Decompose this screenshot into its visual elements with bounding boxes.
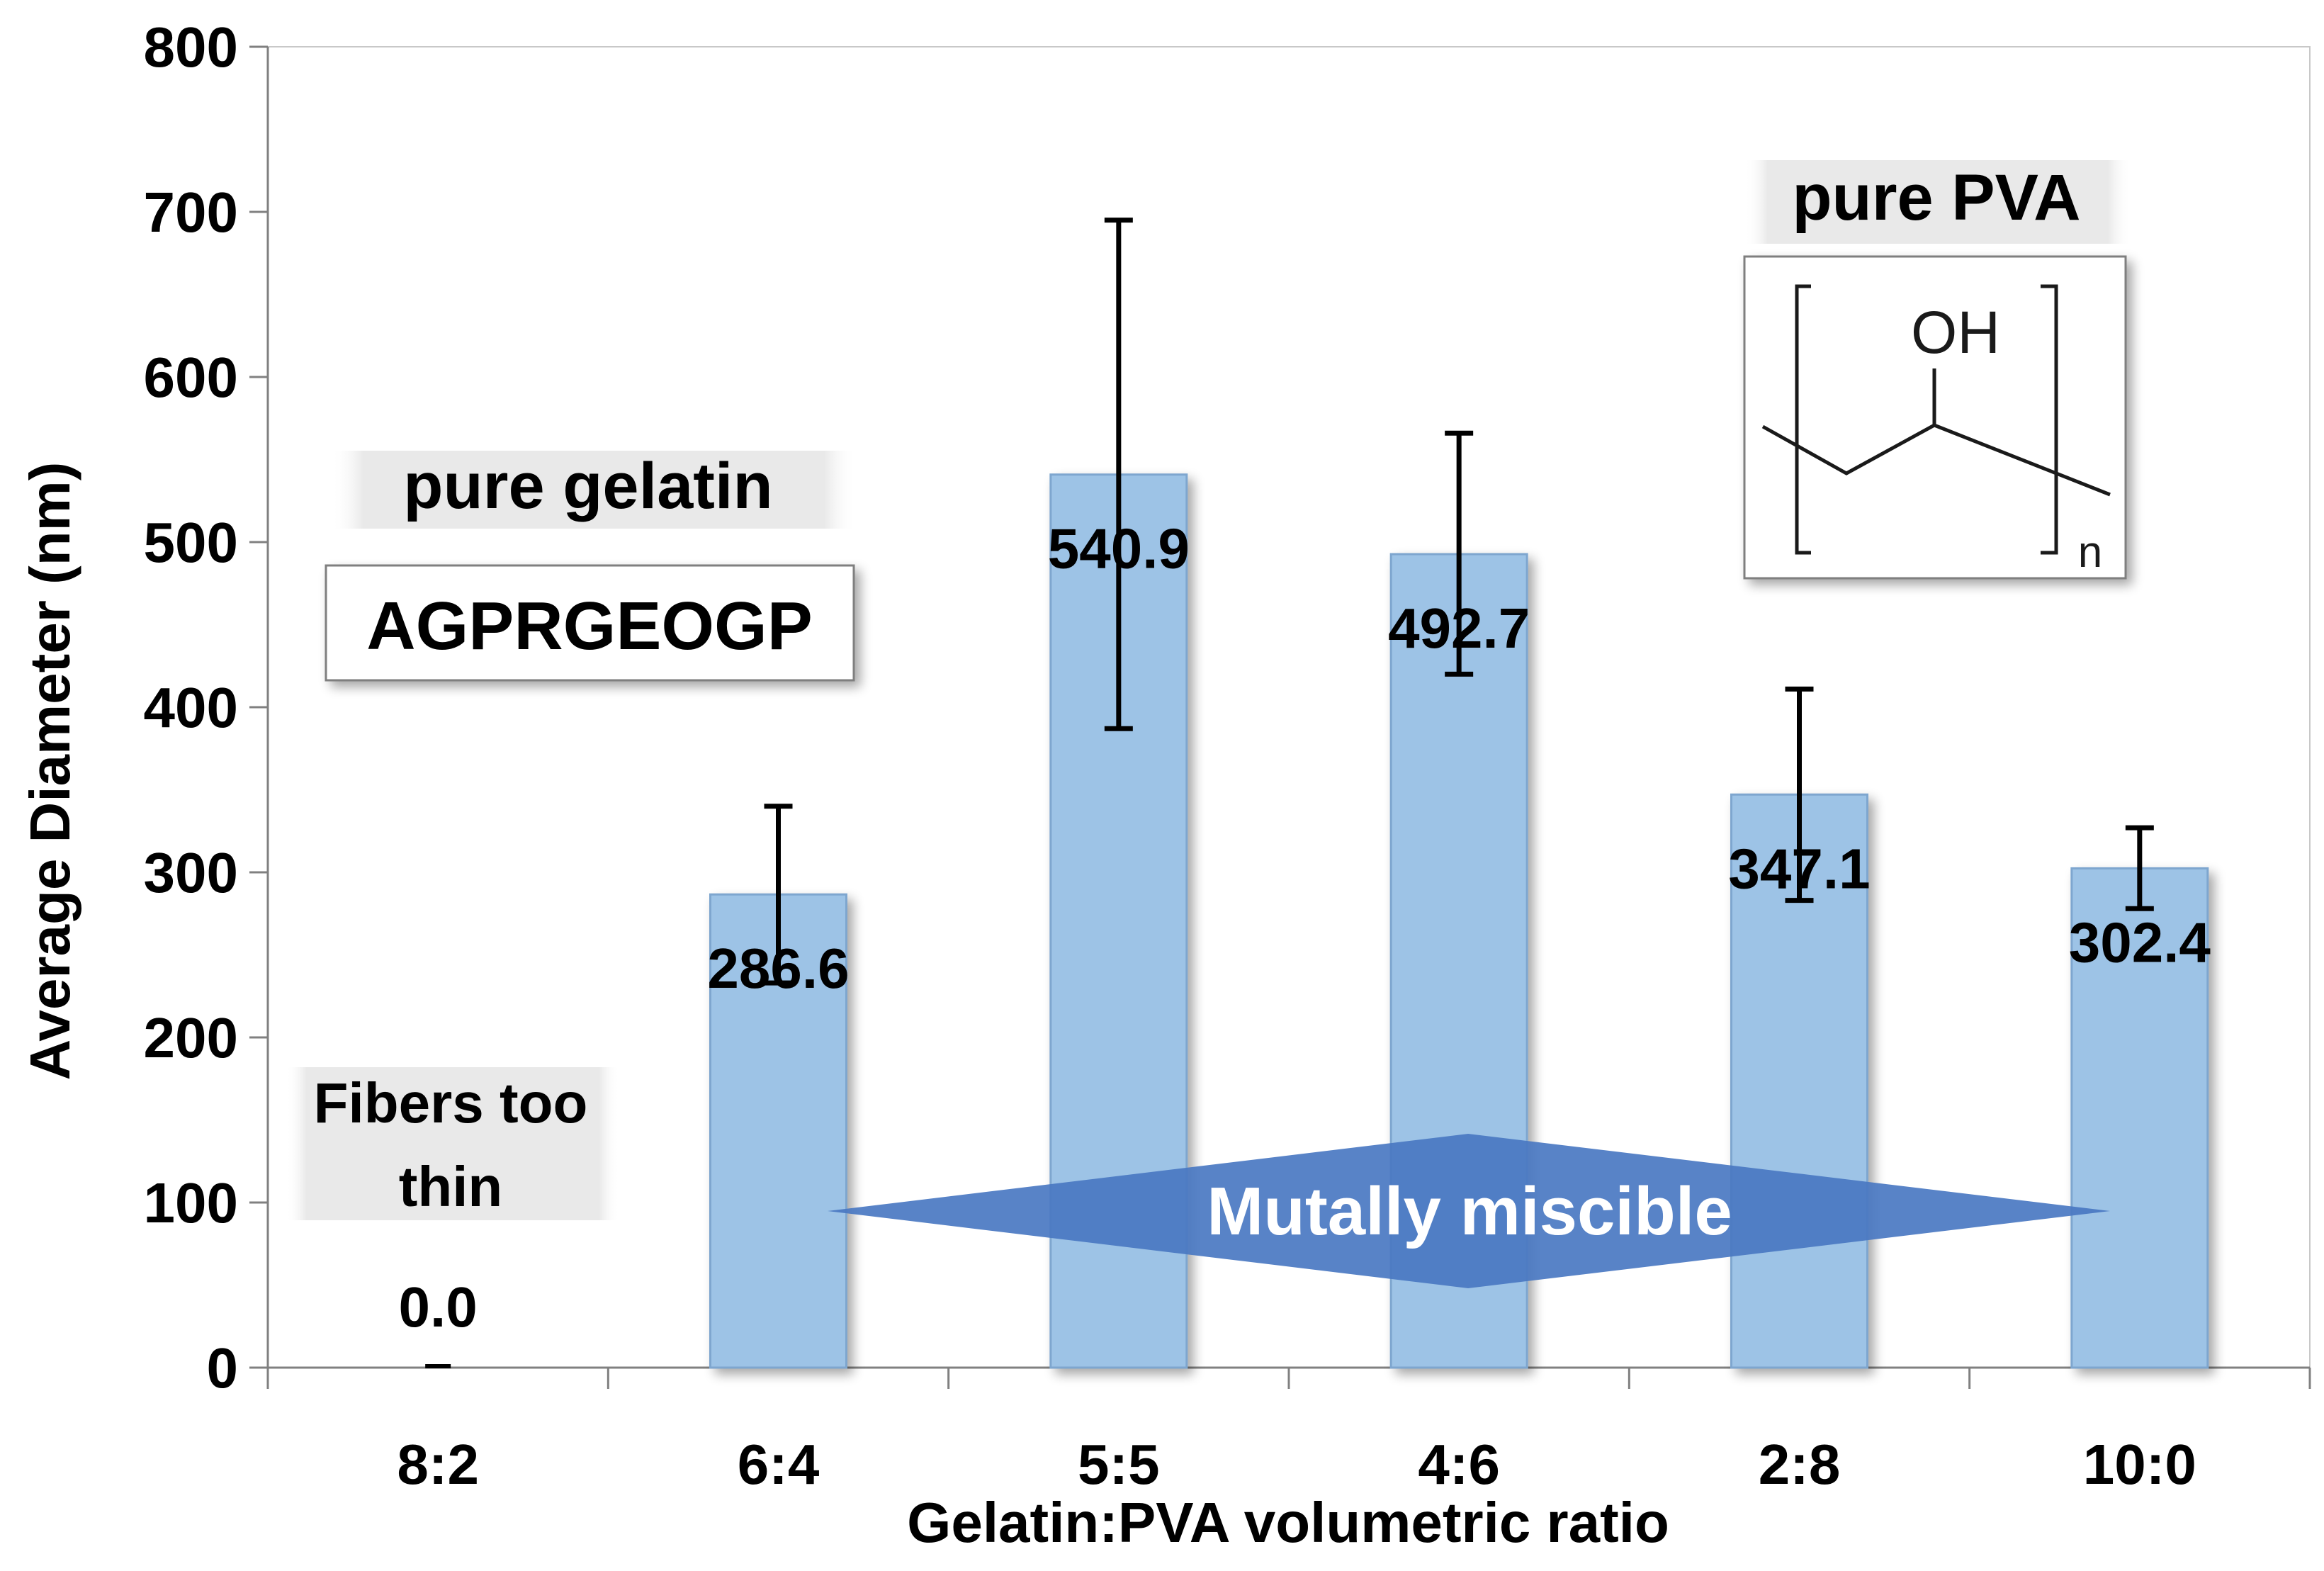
fibers-too-thin-annotation: Fibers too thin — [286, 1067, 619, 1220]
miscible-arrow: Mutally miscible — [828, 1134, 2110, 1288]
x-tick-label: 5:5 — [1078, 1433, 1160, 1496]
x-tick-label: 4:6 — [1418, 1433, 1500, 1496]
x-tick-label: 6:4 — [738, 1433, 820, 1496]
value-label: 492.7 — [1388, 597, 1530, 660]
sequence-box — [325, 564, 855, 682]
fibers-label-line1: Fibers too — [314, 1071, 588, 1134]
y-tick-label: 300 — [144, 841, 238, 904]
y-tick-label: 0 — [207, 1336, 239, 1400]
value-label: 286.6 — [707, 937, 849, 1000]
y-tick-label: 500 — [144, 511, 238, 574]
y-tick-label: 800 — [144, 16, 238, 79]
sequence-text: AGPRGEOGP — [366, 588, 812, 664]
miscible-label: Mutally miscible — [1207, 1173, 1732, 1249]
pure-pva-annotation: pure PVA — [1744, 160, 2131, 244]
pure-pva-label: pure PVA — [1792, 162, 2080, 234]
x-tick-label: 8:2 — [397, 1433, 479, 1496]
y-axis: 0 100 200 300 400 500 600 700 800 — [144, 16, 269, 1400]
y-tick-label: 200 — [144, 1006, 238, 1069]
y-tick-label: 100 — [144, 1171, 238, 1234]
y-tick-label: 700 — [144, 181, 238, 244]
x-axis-title: Gelatin:PVA volumetric ratio — [907, 1491, 1669, 1554]
pva-n-label: n — [2078, 528, 2102, 577]
x-axis: 8:2 6:4 5:5 4:6 2:8 10:0 — [266, 1366, 2311, 1496]
value-label: 302.4 — [2069, 911, 2211, 974]
x-tick-label: 2:8 — [1759, 1433, 1841, 1496]
fibers-label-line2: thin — [399, 1155, 503, 1218]
value-label: 347.1 — [1728, 837, 1870, 900]
bar — [2070, 867, 2209, 1369]
value-label: 540.9 — [1048, 517, 1190, 580]
y-tick-label: 400 — [144, 676, 238, 739]
x-tick-label: 10:0 — [2083, 1433, 2196, 1496]
pva-structure: OH n — [1743, 255, 2127, 580]
y-axis-title: Average Diameter (nm) — [18, 462, 81, 1081]
pure-gelatin-annotation: pure gelatin — [332, 450, 856, 529]
pure-gelatin-label: pure gelatin — [403, 450, 772, 522]
value-label: 0.0 — [399, 1276, 478, 1339]
value-labels: 0.0 286.6 540.9 492.7 347.1 302.4 — [399, 517, 2211, 1339]
pva-structure-drawing — [1761, 284, 2111, 555]
pva-oh-label: OH — [1911, 299, 2000, 366]
y-tick-label: 600 — [144, 346, 238, 409]
